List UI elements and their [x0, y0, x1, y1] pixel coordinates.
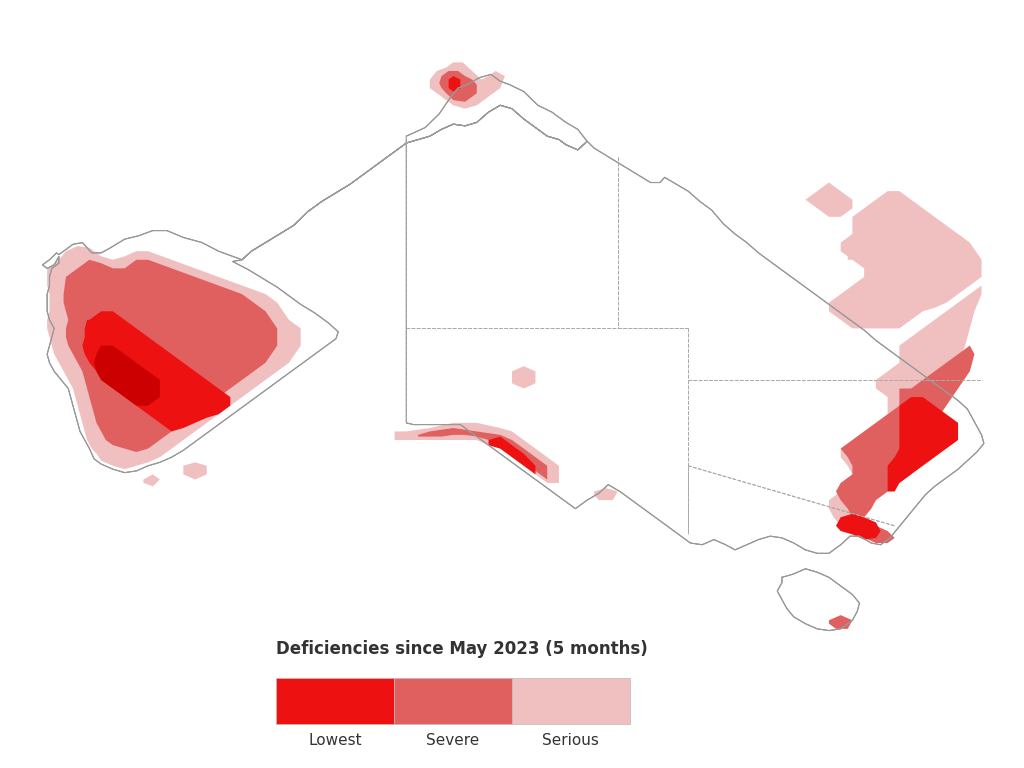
Polygon shape — [143, 475, 160, 486]
Polygon shape — [829, 286, 982, 526]
Text: Lowest: Lowest — [308, 733, 362, 748]
Polygon shape — [449, 76, 461, 91]
Bar — [276, 677, 394, 724]
Polygon shape — [512, 366, 536, 389]
Polygon shape — [829, 191, 982, 329]
Polygon shape — [94, 346, 160, 406]
Polygon shape — [488, 436, 536, 475]
Polygon shape — [183, 462, 207, 479]
Polygon shape — [594, 488, 617, 500]
Polygon shape — [888, 397, 958, 492]
Polygon shape — [848, 248, 864, 260]
Polygon shape — [836, 514, 881, 540]
Polygon shape — [829, 615, 852, 629]
Polygon shape — [864, 526, 895, 543]
Text: Severe: Severe — [426, 733, 480, 748]
Polygon shape — [777, 569, 859, 631]
Text: Deficiencies since May 2023 (5 months): Deficiencies since May 2023 (5 months) — [276, 640, 648, 657]
Bar — [394, 677, 512, 724]
Bar — [512, 677, 630, 724]
Polygon shape — [439, 71, 477, 102]
Polygon shape — [806, 183, 852, 217]
Polygon shape — [47, 246, 301, 469]
Polygon shape — [42, 74, 984, 553]
Polygon shape — [82, 311, 230, 432]
Polygon shape — [394, 423, 559, 483]
Polygon shape — [63, 260, 278, 452]
Polygon shape — [430, 62, 505, 109]
Polygon shape — [836, 346, 975, 521]
Text: Rainfall deficiency map: Rainfall deficiency map — [356, 13, 668, 37]
Polygon shape — [418, 428, 547, 479]
Text: Serious: Serious — [543, 733, 599, 748]
